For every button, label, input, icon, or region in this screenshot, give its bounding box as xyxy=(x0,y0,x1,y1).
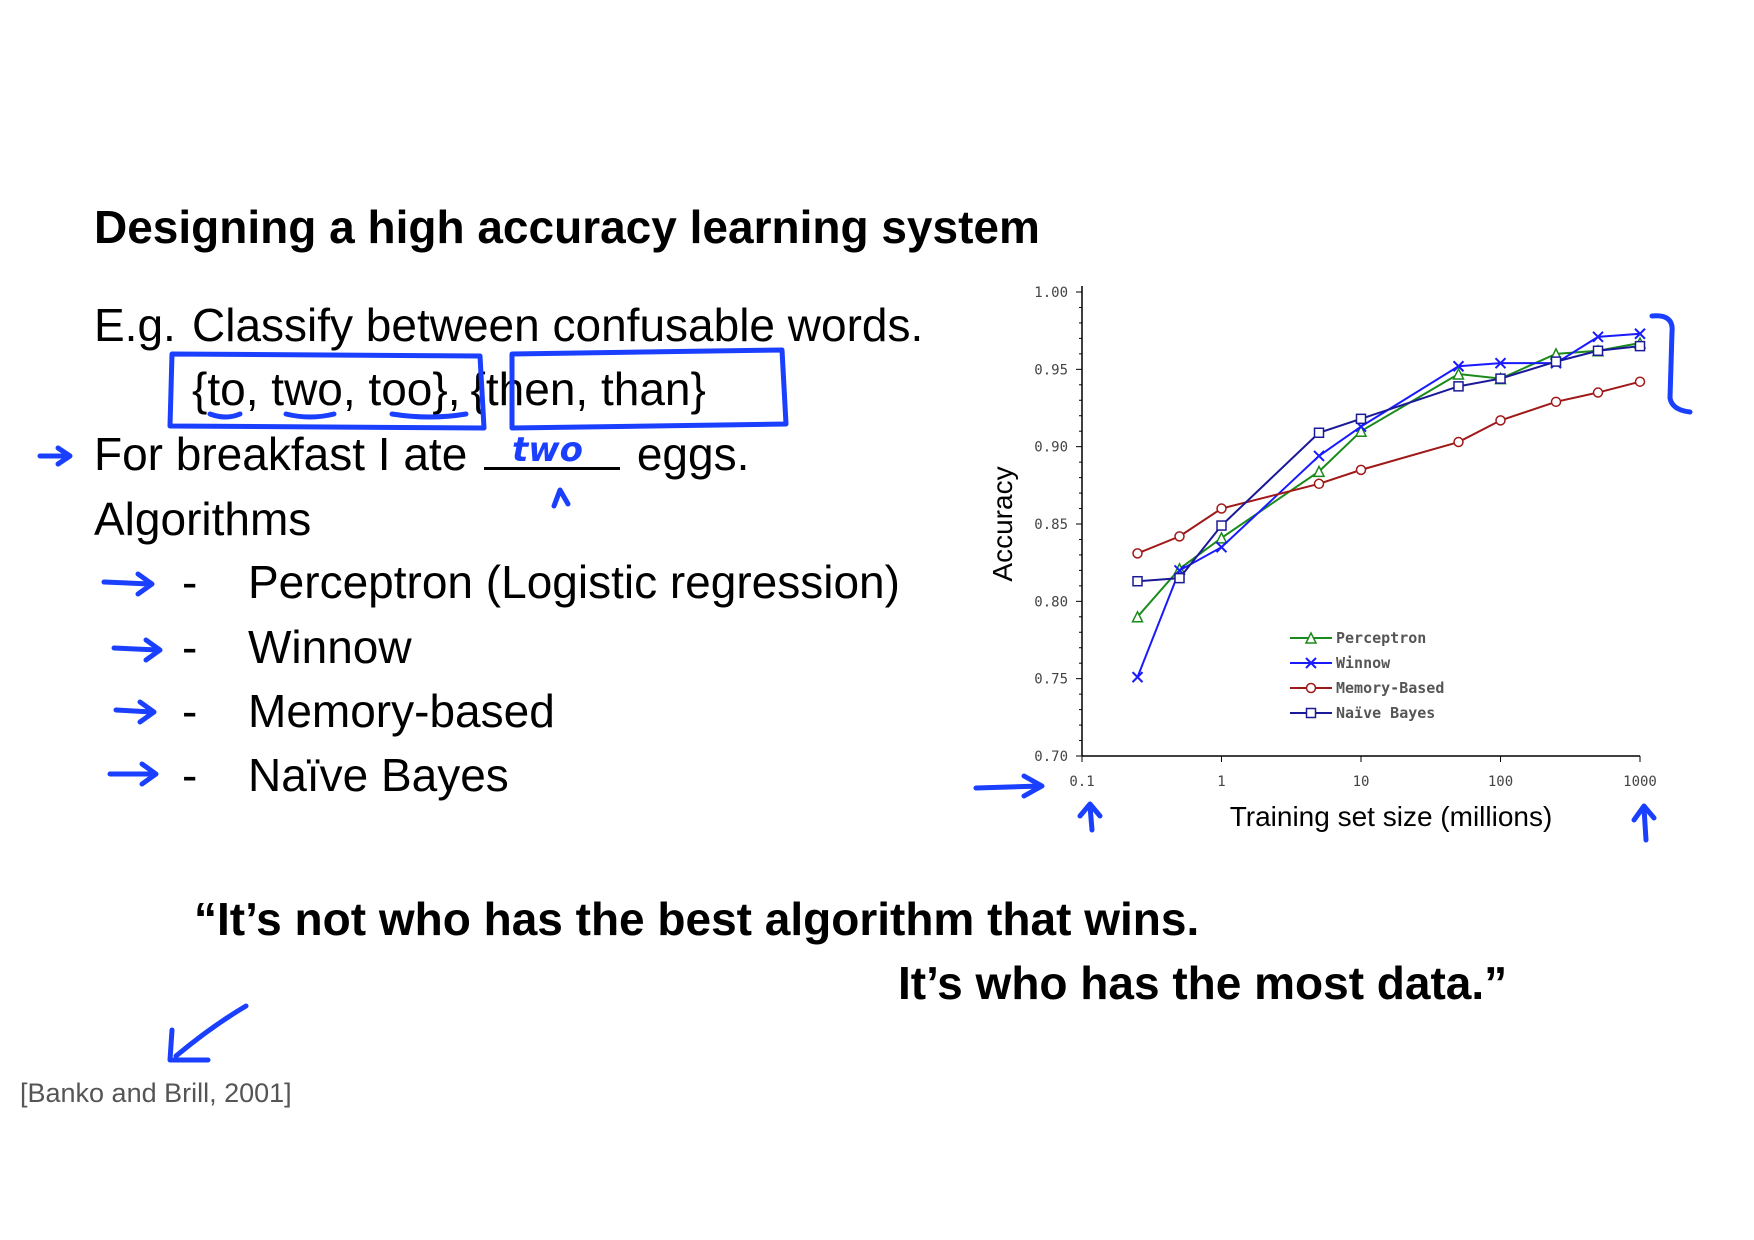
y-axis-label: Accuracy xyxy=(987,466,1018,581)
data-point xyxy=(1634,376,1646,387)
example-label: E.g. xyxy=(94,299,176,351)
data-point xyxy=(1634,328,1646,340)
series-line xyxy=(1137,380,1641,555)
data-point xyxy=(1592,387,1604,398)
algorithm-bullet: - xyxy=(182,621,198,673)
x-tick-label: 10 xyxy=(1353,774,1370,790)
citation: [Banko and Brill, 2001] xyxy=(20,1078,292,1108)
accuracy-chart: 0.70 0.75 0.80 0.85 0.90 0.95 1.00 0.1 1 10 100 100… xyxy=(987,285,1657,832)
series-line xyxy=(1136,332,1641,678)
data-point xyxy=(1355,464,1367,476)
algorithm-naive-bayes: Naïve Bayes xyxy=(248,749,509,801)
sentence-before: For breakfast I ate xyxy=(94,428,468,480)
data-point xyxy=(1215,531,1228,544)
algorithm-perceptron: Perceptron (Logistic regression) xyxy=(248,556,900,608)
handwritten-answer: two xyxy=(512,430,584,470)
x-axis-label: Training set size (millions) xyxy=(1230,801,1553,832)
data-point xyxy=(1216,520,1227,531)
arrow-to-citation-icon xyxy=(167,1003,249,1063)
y-tick-label: 0.70 xyxy=(1034,749,1068,765)
series-line xyxy=(1137,345,1641,583)
series-perceptron xyxy=(1131,336,1647,623)
data-point xyxy=(1355,413,1367,425)
algorithms-heading: Algorithms xyxy=(94,493,312,545)
example-text: Classify between confusable words. xyxy=(192,299,924,351)
legend-label: Naïve Bayes xyxy=(1336,704,1435,722)
chart-series xyxy=(1131,328,1647,683)
data-point xyxy=(1131,610,1144,623)
y-tick-label: 0.95 xyxy=(1034,362,1068,378)
arrow-algo-2-icon xyxy=(111,637,163,663)
legend-label: Memory-Based xyxy=(1336,679,1444,697)
sentence-after: eggs. xyxy=(636,428,750,480)
x-tick-label: 100 xyxy=(1488,774,1513,790)
arrow-algo-3-icon xyxy=(113,699,157,725)
confusable-sets: {to, two, too}, {then, than} xyxy=(192,362,706,416)
data-point xyxy=(1495,415,1506,426)
data-point xyxy=(1312,464,1326,478)
data-point xyxy=(1131,671,1144,683)
data-point xyxy=(1453,381,1464,392)
algorithm-bullet: - xyxy=(182,685,198,737)
y-tick-label: 0.85 xyxy=(1034,517,1068,533)
data-point xyxy=(1494,357,1507,369)
data-point xyxy=(1634,340,1646,352)
legend-marker xyxy=(1304,631,1318,644)
x-tick-label: 0.1 xyxy=(1069,774,1094,790)
y-tick-label: 0.75 xyxy=(1034,672,1068,688)
algorithm-winnow: Winnow xyxy=(248,621,412,673)
quote-line-1: “It’s not who has the best algorithm tha… xyxy=(194,893,1200,945)
data-point xyxy=(1132,575,1143,587)
data-point xyxy=(1592,345,1604,357)
legend-label: Perceptron xyxy=(1336,629,1426,647)
chart-legend: Perceptron Winnow Memory-Based Naïve Bayes xyxy=(1290,629,1444,722)
data-point xyxy=(1215,541,1228,553)
quote-line-2: It’s who has the most data.” xyxy=(898,957,1508,1009)
algorithm-bullet: - xyxy=(182,749,198,801)
confusable-set-2: {then, than} xyxy=(470,363,706,415)
data-point xyxy=(1550,356,1562,367)
data-point xyxy=(1174,572,1185,584)
algorithm-bullet: - xyxy=(182,556,198,608)
y-tick-label: 0.80 xyxy=(1034,594,1068,610)
slide-title: Designing a high accuracy learning syste… xyxy=(94,201,1040,253)
data-point xyxy=(1592,331,1604,343)
legend-label: Winnow xyxy=(1336,654,1391,672)
arrow-algo-4-icon xyxy=(107,761,159,787)
data-point xyxy=(1452,360,1465,372)
data-point xyxy=(1313,450,1325,462)
data-point xyxy=(1495,373,1506,384)
arrow-sentence-icon xyxy=(37,445,73,467)
data-point xyxy=(1354,424,1368,437)
x-tick-label: 1000 xyxy=(1623,774,1657,790)
y-tick-label: 0.90 xyxy=(1034,440,1068,456)
chart-axes: 0.70 0.75 0.80 0.85 0.90 0.95 1.00 0.1 1 10 100 100… xyxy=(1034,285,1657,790)
data-point xyxy=(1216,503,1227,514)
data-point xyxy=(1174,531,1185,542)
data-point xyxy=(1550,396,1562,408)
algorithm-memory-based: Memory-based xyxy=(248,685,555,737)
y-tick-label: 1.00 xyxy=(1034,285,1068,301)
x-tick-label: 1 xyxy=(1217,774,1225,790)
caret-up-icon xyxy=(551,487,571,509)
data-point xyxy=(1313,427,1325,438)
data-point xyxy=(1453,436,1464,448)
legend-marker xyxy=(1305,657,1317,669)
confusable-set-1: {to, two, too}, xyxy=(192,363,461,415)
example-sentence: For breakfast I ate eggs. xyxy=(94,427,749,481)
sentence-blank xyxy=(484,427,621,470)
legend-marker xyxy=(1305,682,1317,694)
data-point xyxy=(1313,478,1325,490)
series-na-ve-bayes xyxy=(1132,340,1646,587)
series-line xyxy=(1136,342,1641,618)
data-point xyxy=(1452,367,1465,380)
series-memory-based xyxy=(1132,376,1646,559)
data-point xyxy=(1132,548,1143,559)
legend-marker xyxy=(1305,707,1317,719)
arrow-algo-1-icon xyxy=(101,571,155,597)
